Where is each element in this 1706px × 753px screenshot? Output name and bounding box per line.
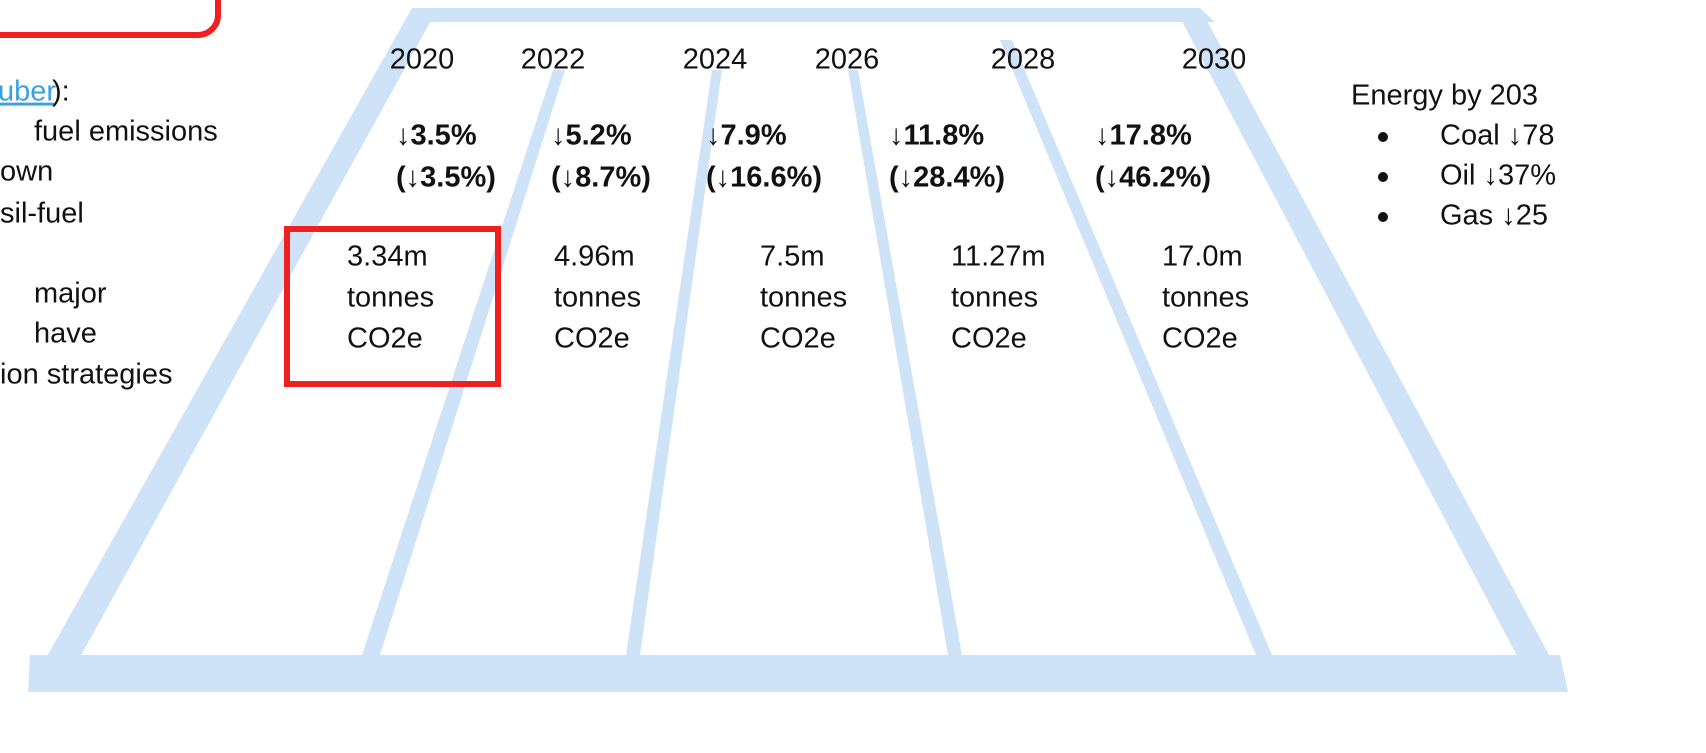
highlight-box-top bbox=[0, 0, 218, 35]
page: uber): fuel emissions own sil-fuel major have… bbox=[0, 0, 1706, 753]
emissions-text: 11.27m bbox=[951, 241, 1046, 273]
annual-reduction: ↓3.5% bbox=[396, 120, 477, 152]
annual-reduction: ↓11.8% bbox=[889, 120, 984, 152]
year-label: 2024 bbox=[683, 44, 748, 76]
annual-reduction: ↓17.8% bbox=[1095, 120, 1192, 152]
cumulative-reduction: (↓8.7%) bbox=[551, 162, 651, 194]
emissions-text: 4.96m bbox=[554, 241, 635, 273]
emissions-text: tonnes bbox=[951, 282, 1038, 314]
left-text-line: own bbox=[0, 156, 53, 188]
left-text-line: have bbox=[34, 318, 97, 350]
emissions-text: 3.34m bbox=[347, 241, 428, 273]
emissions-text: CO2e bbox=[554, 323, 630, 355]
emissions-text: 17.0m bbox=[1162, 241, 1243, 273]
year-label: 2026 bbox=[815, 44, 880, 76]
year-label: 2030 bbox=[1182, 44, 1247, 76]
left-text-line: sil-fuel bbox=[0, 198, 84, 230]
year-label: 2022 bbox=[521, 44, 586, 76]
emissions-text: 7.5m bbox=[760, 241, 824, 273]
emissions-text: CO2e bbox=[951, 323, 1027, 355]
list-item: Coal ↓78 bbox=[1440, 120, 1554, 152]
cumulative-reduction: (↓16.6%) bbox=[706, 162, 822, 194]
bullet bbox=[1378, 172, 1388, 182]
slide: uber): fuel emissions own sil-fuel major have… bbox=[0, 0, 1706, 753]
list-item: Oil ↓37% bbox=[1440, 160, 1556, 192]
link[interactable]: uber bbox=[0, 76, 56, 108]
left-text-line: ion strategies bbox=[0, 359, 173, 391]
list-item: Gas ↓25 bbox=[1440, 200, 1548, 232]
year-label: 2028 bbox=[991, 44, 1056, 76]
panel-title: Energy by 203 bbox=[1351, 80, 1538, 112]
emissions-text: CO2e bbox=[1162, 323, 1238, 355]
emissions-text: tonnes bbox=[554, 282, 641, 314]
left-text-line: major bbox=[34, 278, 107, 310]
emissions-text: CO2e bbox=[347, 323, 423, 355]
emissions-text: tonnes bbox=[1162, 282, 1249, 314]
bullet bbox=[1378, 212, 1388, 222]
annual-reduction: ↓7.9% bbox=[706, 120, 787, 152]
emissions-text: CO2e bbox=[760, 323, 836, 355]
annual-reduction: ↓5.2% bbox=[551, 120, 632, 152]
left-text-line: fuel emissions bbox=[34, 116, 218, 148]
cumulative-reduction: (↓3.5%) bbox=[396, 162, 496, 194]
text: ): bbox=[52, 76, 70, 108]
cumulative-reduction: (↓46.2%) bbox=[1095, 162, 1211, 194]
bullet bbox=[1378, 132, 1388, 142]
year-label: 2020 bbox=[390, 44, 455, 76]
emissions-text: tonnes bbox=[347, 282, 434, 314]
cumulative-reduction: (↓28.4%) bbox=[889, 162, 1005, 194]
emissions-text: tonnes bbox=[760, 282, 847, 314]
